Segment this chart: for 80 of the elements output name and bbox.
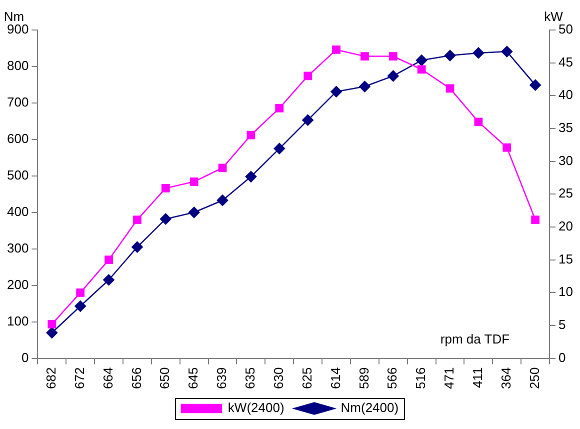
point [304,72,312,80]
point [246,130,256,140]
y2-tick-label: 30 [558,152,574,168]
point [472,47,484,59]
point [416,54,428,66]
point [133,216,142,224]
x-tick-label: 635 [242,367,258,390]
point [103,274,114,286]
point [502,143,512,152]
point [218,164,227,172]
y-tick-label: 300 [6,240,29,256]
x-tick-label: 614 [328,367,343,390]
point [190,177,198,186]
y-tick-label: 100 [6,313,29,328]
point [216,194,228,206]
point [104,256,113,264]
y2-tick-label: 0 [558,350,566,365]
point [446,84,454,93]
x-tick-label: 645 [186,367,201,390]
point [359,80,370,92]
legend-label: Nm(2400) [340,400,399,416]
point [530,79,541,91]
point [360,52,369,60]
y-tick-label: 0 [21,350,29,365]
x-tick-label: 672 [72,367,87,390]
y2-tick-label: 35 [558,120,574,136]
y2-tick-label: 40 [558,87,574,102]
point [48,320,56,328]
y-tick-label: 400 [6,204,29,219]
y-tick-label: 200 [6,276,29,292]
x-tick-label: 471 [442,367,457,390]
y-axis-title: Nm [4,9,24,24]
y-tick-label: 700 [6,94,29,110]
point [160,213,172,225]
point [74,300,86,312]
x-tick-label: 411 [470,367,486,388]
point [332,46,340,54]
y-tick-label: 500 [6,167,29,182]
y2-tick-label: 5 [558,317,566,332]
x-tick-label: 250 [526,367,542,390]
y-tick-label: 600 [6,131,29,146]
point [531,216,540,224]
y2-axis-title: kW [544,9,564,24]
x-tick-label: 589 [356,367,372,390]
point [474,118,483,126]
point [161,184,170,192]
y-tick-label: 800 [6,58,29,74]
point [274,142,286,154]
point [302,114,314,126]
x-tick-label: 516 [413,367,428,390]
y2-tick-label: 25 [558,186,574,201]
y2-tick-label: 10 [558,284,574,300]
y2-tick-label: 50 [558,22,574,37]
point [46,327,58,338]
x-tick-label: 650 [157,367,172,390]
y2-tick-label: 45 [558,54,574,70]
legend-label: kW(2400) [228,400,284,416]
point [388,52,398,60]
x-tick-label: 566 [384,367,400,390]
y2-tick-label: 20 [558,218,574,234]
y2-tick-label: 15 [558,251,574,266]
x-tick-label: 682 [43,367,58,390]
x-tick-label: 625 [299,367,314,390]
point [188,206,200,218]
point [245,170,257,182]
point [501,46,513,58]
point [275,104,284,112]
x-tick-label: 664 [100,367,116,390]
annotation: rpm da TDF [440,331,510,346]
x-tick-label: 639 [214,367,230,390]
point [132,241,143,253]
y-tick-label: 900 [6,22,29,37]
point [76,288,85,297]
x-tick-label: 656 [128,367,144,390]
point [330,86,342,98]
point [444,50,456,62]
x-tick-label: 364 [498,367,514,390]
point [417,65,426,74]
x-tick-label: 630 [270,367,286,390]
point [387,70,399,82]
